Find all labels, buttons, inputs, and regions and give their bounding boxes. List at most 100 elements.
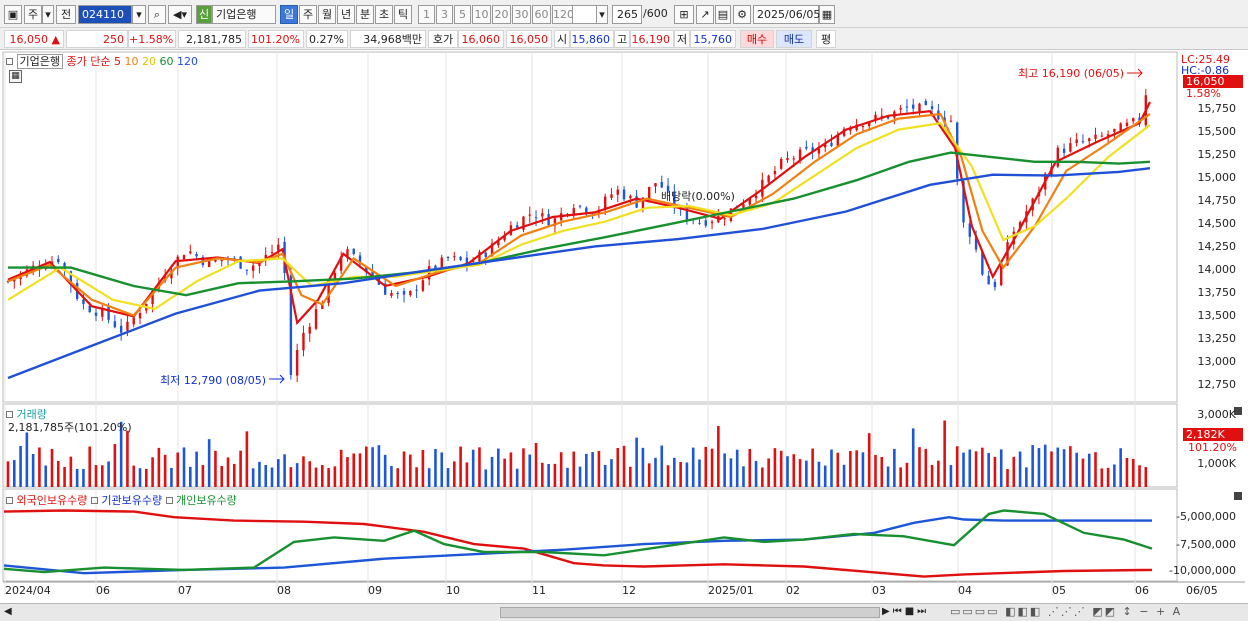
interval-tab[interactable]: 60: [532, 5, 551, 24]
chevron-down-icon[interactable]: ▾: [42, 5, 54, 24]
low-label: 저: [674, 30, 690, 48]
volume-bar: [321, 465, 324, 487]
period-type-select[interactable]: 주: [24, 5, 42, 24]
candle-body: [195, 254, 198, 257]
volume-bar: [327, 468, 330, 487]
candle-body: [352, 248, 355, 255]
candle-body: [295, 350, 299, 376]
month-label: 04: [958, 584, 972, 597]
volume-bar: [6, 461, 10, 487]
candle-body: [647, 186, 651, 199]
candle-body: [245, 269, 249, 271]
period-tab[interactable]: 틱: [394, 5, 412, 24]
volume-bar: [358, 453, 362, 487]
volume-bar: [830, 449, 833, 487]
candle-body: [1075, 139, 1078, 144]
sell-button[interactable]: 매도: [776, 30, 812, 48]
save-icon[interactable]: ▤: [715, 5, 731, 24]
volume-bar: [591, 452, 594, 487]
calendar-icon[interactable]: ▦: [819, 5, 835, 24]
volume-bar: [955, 446, 959, 487]
candle-body: [610, 194, 613, 198]
period-tab[interactable]: 년: [337, 5, 355, 24]
period-tab[interactable]: 일: [280, 5, 298, 24]
volume-bar: [201, 465, 205, 487]
count-input[interactable]: 265: [612, 5, 642, 24]
candle-body: [874, 114, 877, 120]
volume-bar: [138, 468, 142, 487]
candle-body: [987, 275, 990, 285]
window-icon[interactable]: ▣: [4, 5, 22, 24]
search-icon[interactable]: ⌕: [148, 5, 166, 24]
candle-body: [723, 218, 726, 220]
trade-amount: 34,968백만: [350, 30, 426, 48]
flat-button[interactable]: 평: [816, 30, 836, 48]
playback-controls[interactable]: ▶⏮■⏭: [882, 606, 930, 617]
interval-tab[interactable]: 5: [454, 5, 471, 24]
date-input[interactable]: 2025/06/05: [753, 5, 820, 24]
volume-bar: [616, 448, 620, 487]
legend-ma10: 10: [124, 55, 139, 68]
period-tab[interactable]: 월: [318, 5, 336, 24]
candle-body: [1081, 141, 1085, 143]
volume-bar: [748, 448, 752, 487]
volume-bar: [69, 456, 73, 487]
month-label: 07: [178, 584, 192, 597]
volume-bar: [409, 454, 412, 487]
period-tab[interactable]: 주: [299, 5, 317, 24]
stock-name[interactable]: 기업은행: [212, 5, 276, 24]
interval-tab[interactable]: 10: [472, 5, 491, 24]
volume-bar: [314, 467, 318, 487]
interval-tab[interactable]: 3: [436, 5, 453, 24]
volume-bar: [302, 456, 305, 487]
candle-body: [522, 216, 525, 230]
legend-institution: 기관보유수량: [101, 494, 163, 507]
price-change: 250: [66, 30, 128, 48]
prev-button[interactable]: 전: [56, 5, 76, 24]
speaker-icon[interactable]: ◀▾: [168, 5, 192, 24]
period-tab[interactable]: 초: [375, 5, 393, 24]
candle-body: [132, 317, 135, 325]
buy-button[interactable]: 매수: [740, 30, 774, 48]
period-tab[interactable]: 분: [356, 5, 374, 24]
draw-tool-icon[interactable]: ↗: [696, 5, 714, 24]
scroll-thumb[interactable]: [500, 607, 880, 618]
volume-bar: [1144, 466, 1148, 487]
settings-icon[interactable]: ⚙: [733, 5, 751, 24]
interval-tab[interactable]: 30: [512, 5, 531, 24]
code-dropdown-icon[interactable]: ▾: [132, 5, 146, 24]
candle-body: [264, 254, 267, 261]
interval-tab[interactable]: 1: [418, 5, 435, 24]
candle-body: [880, 115, 883, 117]
grid-toggle-icon[interactable]: ▦: [9, 70, 22, 83]
horizontal-scrollbar[interactable]: ◀ ▶⏮■⏭ ▭▭▭▭ ◧◧◧ ⋰⋰⋰ ◩◩ ↕ − + A: [0, 603, 1248, 621]
candle-body: [974, 236, 978, 250]
candle-body: [912, 104, 915, 109]
legend-ma-label: 종가 단순: [66, 55, 111, 68]
candle-body: [704, 220, 707, 226]
legend-individual: 개인보유수량: [176, 494, 237, 507]
scroll-left-icon[interactable]: ◀: [4, 606, 12, 617]
interval-tab[interactable]: 20: [492, 5, 511, 24]
candle-body: [484, 252, 487, 257]
volume-bar: [333, 466, 337, 487]
volume-bar: [503, 458, 506, 487]
candle-body: [572, 208, 575, 216]
volume-bar: [805, 460, 808, 487]
stock-code-input[interactable]: 024110: [78, 5, 132, 24]
month-label: 08: [277, 584, 291, 597]
volume-bar: [1018, 451, 1022, 487]
individual-holdings-line: [3, 509, 1153, 574]
price-tick: 15,000: [1197, 171, 1237, 184]
interval-dropdown-icon[interactable]: ▾: [596, 5, 608, 24]
interval-tab[interactable]: 120: [552, 5, 575, 24]
volume-bar: [874, 454, 877, 487]
compare-icon[interactable]: ⊞: [674, 5, 694, 24]
chart-area[interactable]: 기업은행 종가 단순 5 10 20 60 120 ▦ 최고 16,190 (0…: [0, 50, 1248, 603]
volume-bar: [88, 446, 92, 487]
chart-canvas[interactable]: [0, 50, 1248, 603]
candle-body: [333, 272, 337, 279]
volume-bar: [465, 462, 469, 487]
view-tools[interactable]: ▭▭▭▭ ◧◧◧ ⋰⋰⋰ ◩◩ ↕ − + A: [950, 605, 1183, 618]
